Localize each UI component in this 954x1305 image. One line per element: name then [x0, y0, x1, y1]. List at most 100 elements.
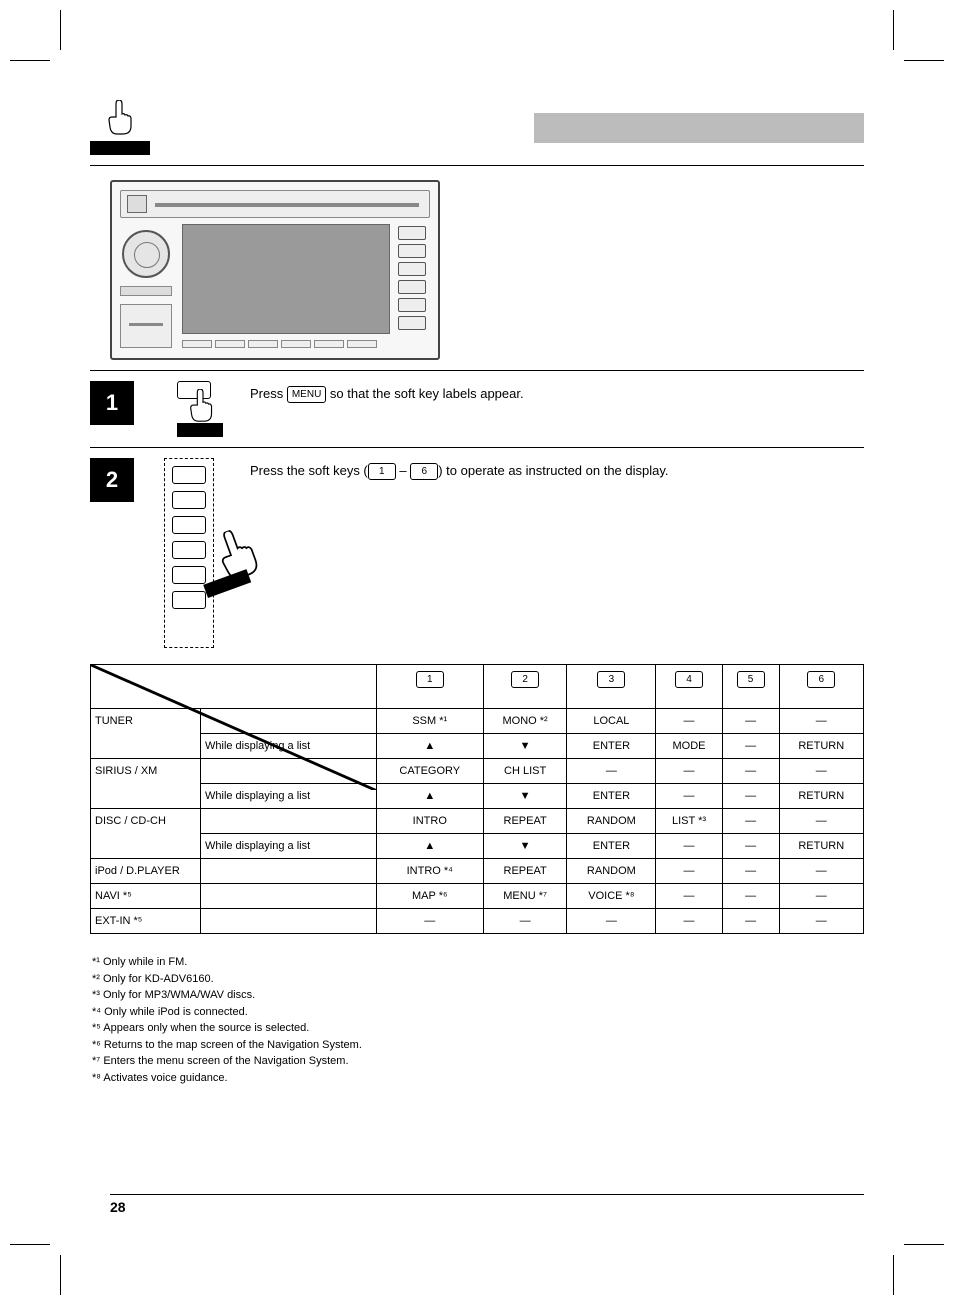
footnotes-list: *¹ Only while in FM.*² Only for KD-ADV61…: [90, 954, 864, 1086]
table-cell: ▼: [483, 834, 566, 859]
key-1-label: 1: [368, 463, 396, 480]
table-cell: —: [779, 859, 863, 884]
table-col-6: 6: [779, 665, 863, 709]
table-cell: —: [722, 884, 779, 909]
crop-mark-tr: [884, 10, 944, 70]
table-cell: —: [656, 859, 722, 884]
table-cell: CH LIST: [483, 759, 566, 784]
table-cell: —: [656, 759, 722, 784]
table-col-2: 2: [483, 665, 566, 709]
table-cell: ▲: [376, 834, 483, 859]
table-sub-cell: [201, 909, 377, 934]
table-cell: MODE: [656, 734, 722, 759]
table-cell: RETURN: [779, 734, 863, 759]
table-cell: INTRO *⁴: [376, 859, 483, 884]
table-cell: INTRO: [376, 809, 483, 834]
divider: [90, 165, 864, 166]
table-col-5: 5: [722, 665, 779, 709]
step-number-1: 1: [90, 381, 134, 425]
table-cell: RETURN: [779, 834, 863, 859]
footnote-item: *² Only for KD-ADV6160.: [106, 971, 864, 988]
page-number: 28: [110, 1199, 126, 1215]
press-hand-icon: [210, 528, 270, 598]
table-cell: —: [722, 909, 779, 934]
table-source-cell: EXT-IN *⁵: [91, 909, 201, 934]
table-diagonal-header: [91, 665, 377, 709]
table-cell: LOCAL: [567, 709, 656, 734]
crop-mark-tl: [10, 10, 70, 70]
device-softkey-column: [398, 226, 428, 334]
step-1-text: Press MENU so that the soft key labels a…: [250, 381, 864, 403]
divider: [90, 370, 864, 371]
table-source-cell: iPod / D.PLAYER: [91, 859, 201, 884]
table-cell: MAP *⁶: [376, 884, 483, 909]
table-cell: RANDOM: [567, 859, 656, 884]
footnote-item: *³ Only for MP3/WMA/WAV discs.: [106, 987, 864, 1004]
table-col-3: 3: [567, 665, 656, 709]
table-row: NAVI *⁵MAP *⁶MENU *⁷VOICE *⁸———: [91, 884, 864, 909]
footnote-item: *⁸ Activates voice guidance.: [106, 1070, 864, 1087]
table-cell: —: [656, 784, 722, 809]
table-cell: —: [656, 909, 722, 934]
table-cell: SSM *¹: [376, 709, 483, 734]
table-cell: —: [722, 784, 779, 809]
footnote-item: *⁷ Enters the menu screen of the Navigat…: [106, 1053, 864, 1070]
table-cell: —: [779, 909, 863, 934]
table-cell: —: [656, 834, 722, 859]
table-cell: RANDOM: [567, 809, 656, 834]
softkey-table: 1 2 3 4 5 6 TUNERSSM *¹MONO *²LOCAL———Wh…: [90, 664, 864, 934]
press-menu-icon: [177, 381, 223, 437]
footer-rule: [110, 1194, 864, 1195]
table-cell: —: [656, 709, 722, 734]
table-col-4: 4: [656, 665, 722, 709]
table-cell: —: [779, 759, 863, 784]
step-2-text: Press the soft keys (1 – 6) to operate a…: [250, 458, 864, 480]
table-cell: LIST *³: [656, 809, 722, 834]
table-sub-cell: While displaying a list: [201, 834, 377, 859]
table-col-1: 1: [376, 665, 483, 709]
table-cell: —: [722, 809, 779, 834]
table-cell: REPEAT: [483, 859, 566, 884]
table-cell: —: [779, 709, 863, 734]
table-cell: —: [722, 859, 779, 884]
table-cell: MONO *²: [483, 709, 566, 734]
table-cell: ENTER: [567, 834, 656, 859]
table-cell: —: [567, 759, 656, 784]
table-cell: —: [722, 734, 779, 759]
table-cell: —: [656, 884, 722, 909]
table-cell: —: [567, 909, 656, 934]
table-cell: ENTER: [567, 734, 656, 759]
crop-mark-bl: [10, 1235, 70, 1295]
touch-icon: [90, 100, 150, 155]
divider: [90, 447, 864, 448]
table-row: iPod / D.PLAYERINTRO *⁴REPEATRANDOM———: [91, 859, 864, 884]
table-cell: ENTER: [567, 784, 656, 809]
table-cell: RETURN: [779, 784, 863, 809]
device-illustration: [110, 180, 440, 360]
table-cell: ▲: [376, 784, 483, 809]
table-cell: MENU *⁷: [483, 884, 566, 909]
table-cell: —: [722, 834, 779, 859]
step-number-2: 2: [90, 458, 134, 502]
footnote-item: *⁴ Only while iPod is connected.: [106, 1004, 864, 1021]
softkey-stack-illustration: [150, 458, 250, 648]
table-cell: REPEAT: [483, 809, 566, 834]
table-cell: ▲: [376, 734, 483, 759]
device-screen: [182, 224, 390, 334]
table-cell: ▼: [483, 734, 566, 759]
table-cell: —: [779, 884, 863, 909]
footnote-item: *¹ Only while in FM.: [106, 954, 864, 971]
table-cell: ▼: [483, 784, 566, 809]
menu-key-label: MENU: [287, 386, 326, 403]
table-cell: —: [779, 809, 863, 834]
key-6-label: 6: [410, 463, 438, 480]
table-cell: CATEGORY: [376, 759, 483, 784]
table-row: While displaying a list▲▼ENTER——RETURN: [91, 834, 864, 859]
footnote-item: *⁵ Appears only when the source is selec…: [106, 1020, 864, 1037]
table-cell: —: [722, 709, 779, 734]
table-sub-cell: [201, 859, 377, 884]
crop-mark-br: [884, 1235, 944, 1295]
table-cell: —: [722, 759, 779, 784]
table-cell: VOICE *⁸: [567, 884, 656, 909]
table-cell: —: [376, 909, 483, 934]
